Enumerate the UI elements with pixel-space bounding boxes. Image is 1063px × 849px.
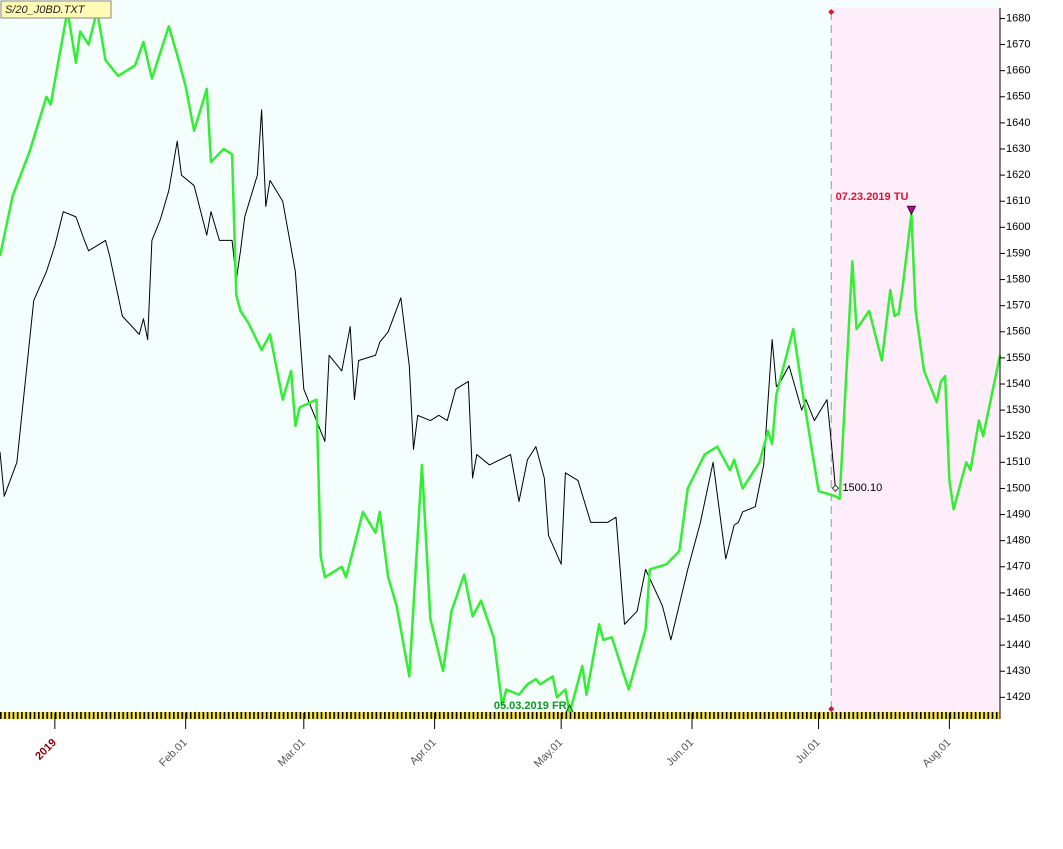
annotation: 1500.10 xyxy=(842,482,882,494)
y-tick-label: 1610 xyxy=(1006,195,1030,207)
y-tick-label: 1480 xyxy=(1006,535,1030,547)
y-tick-label: 1660 xyxy=(1006,65,1030,77)
divider-marker xyxy=(828,9,835,15)
y-tick-label: 1470 xyxy=(1006,561,1030,573)
y-tick-label: 1640 xyxy=(1006,117,1030,129)
y-tick-label: 1560 xyxy=(1006,326,1030,338)
y-tick-label: 1630 xyxy=(1006,143,1030,155)
y-tick-label: 1650 xyxy=(1006,91,1030,103)
y-tick-label: 1680 xyxy=(1006,12,1030,24)
y-tick-label: 1520 xyxy=(1006,430,1030,442)
y-tick-label: 1600 xyxy=(1006,221,1030,233)
title-box xyxy=(0,0,112,19)
y-tick-label: 1450 xyxy=(1006,613,1030,625)
y-tick-label: 1580 xyxy=(1006,273,1030,285)
y-tick-label: 1670 xyxy=(1006,38,1030,50)
series-line xyxy=(0,9,1002,715)
shaded-region xyxy=(831,8,1000,713)
y-tick-label: 1490 xyxy=(1006,508,1030,520)
peak-marker xyxy=(906,205,917,216)
y-tick-label: 1430 xyxy=(1006,665,1030,677)
y-tick-label: 1540 xyxy=(1006,378,1030,390)
chart-title: S/20_J0BD.TXT xyxy=(5,4,86,16)
y-tick-label: 1590 xyxy=(1006,247,1030,259)
y-tick-label: 1440 xyxy=(1006,639,1030,651)
series-line xyxy=(0,109,836,641)
y-tick-label: 1570 xyxy=(1006,300,1030,312)
x-ruler xyxy=(0,712,1000,719)
last-marker xyxy=(831,484,840,492)
annotation: 05.03.2019 FR xyxy=(494,700,567,712)
y-tick-label: 1550 xyxy=(1006,352,1030,364)
y-tick-label: 1620 xyxy=(1006,169,1030,181)
annotation: 07.23.2019 TU xyxy=(836,191,909,203)
y-tick-label: 1460 xyxy=(1006,587,1030,599)
y-tick-label: 1500 xyxy=(1006,482,1030,494)
y-tick-label: 1420 xyxy=(1006,691,1030,703)
y-tick-label: 1510 xyxy=(1006,456,1030,468)
y-tick-label: 1530 xyxy=(1006,404,1030,416)
divider-marker xyxy=(828,706,835,712)
